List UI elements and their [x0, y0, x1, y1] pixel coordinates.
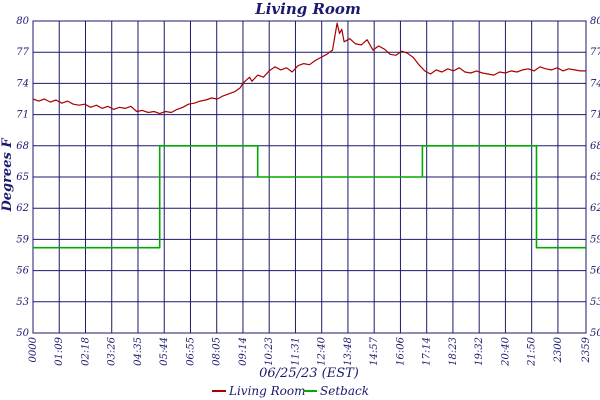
x-tick-label: 01:09	[54, 336, 65, 365]
y-tick-label-right: 80	[590, 16, 600, 27]
series-line-living-room	[32, 22, 586, 115]
legend: Living Room Setback	[212, 384, 369, 398]
x-tick-label: 2359	[581, 336, 592, 363]
x-tick-label: 09:14	[238, 337, 249, 366]
x-tick-label: 0000	[28, 336, 39, 362]
x-tick-label: 03:26	[107, 336, 118, 365]
y-tick-label-left: 50	[16, 328, 29, 339]
x-tick-label: 11:31	[290, 337, 301, 366]
y-tick-label-right: 77	[590, 47, 600, 58]
series-line-setback	[33, 145, 586, 249]
y-tick-label-left: 74	[16, 78, 29, 89]
x-tick-label: 2300	[553, 336, 564, 363]
x-tick-label: 20:40	[500, 336, 511, 366]
y-tick-label-left: 65	[16, 172, 29, 183]
y-tick-label-right: 62	[590, 203, 600, 214]
x-tick-label: 08:05	[212, 337, 223, 366]
y-tick-label-right: 71	[590, 110, 600, 121]
x-tick-label: 19:32	[474, 337, 485, 366]
y-tick-label-right: 74	[590, 78, 600, 89]
y-tick-label-left: 71	[16, 110, 29, 121]
y-tick-label-right: 68	[590, 141, 600, 152]
chart-title: Living Room	[254, 0, 361, 18]
y-tick-label-right: 59	[590, 234, 600, 245]
x-tick-label: 12:40	[317, 336, 328, 365]
x-tick-label: 16:06	[395, 336, 406, 365]
x-axis-label: 06/25/23 (EST)	[259, 366, 359, 381]
y-tick-label-left: 62	[16, 203, 29, 214]
y-tick-label-left: 68	[16, 141, 29, 152]
y-ticks-left: 50 53 56 59 62 65 68 71 74 77 80	[16, 16, 29, 339]
y-tick-label-right: 56	[590, 266, 600, 277]
y-ticks-right: 50 53 56 59 62 65 68 71 74 77 80	[590, 16, 600, 339]
y-tick-label-right: 50	[590, 328, 600, 339]
y-tick-label-right: 65	[590, 172, 600, 183]
x-ticks: 0000 01:09 02:18 03:26 04:35 05:44 06:55 08:05 0…	[28, 336, 592, 366]
x-tick-label: 17:14	[422, 337, 433, 366]
x-tick-label: 05:44	[159, 337, 170, 366]
y-tick-label-left: 59	[16, 234, 29, 245]
y-tick-label-left: 77	[16, 47, 29, 58]
x-tick-label: 18:23	[448, 337, 459, 366]
legend-label-setback: Setback	[320, 384, 369, 398]
x-tick-label: 10:23	[264, 337, 275, 366]
y-tick-label-left: 56	[16, 266, 29, 277]
y-tick-label-left: 80	[16, 16, 29, 27]
y-tick-label-left: 53	[16, 297, 29, 308]
y-tick-label-right: 53	[590, 297, 600, 308]
x-tick-label: 21:50	[527, 336, 538, 366]
legend-label-living-room: Living Room	[228, 384, 306, 398]
x-tick-label: 02:18	[80, 337, 91, 366]
series-group	[32, 22, 586, 249]
y-axis-label: Degrees F	[0, 138, 15, 213]
x-tick-label: 04:35	[133, 337, 144, 366]
x-tick-label: 14:57	[369, 336, 380, 365]
x-tick-label: 13:48	[343, 337, 354, 366]
x-tick-label: 06:55	[185, 337, 196, 366]
